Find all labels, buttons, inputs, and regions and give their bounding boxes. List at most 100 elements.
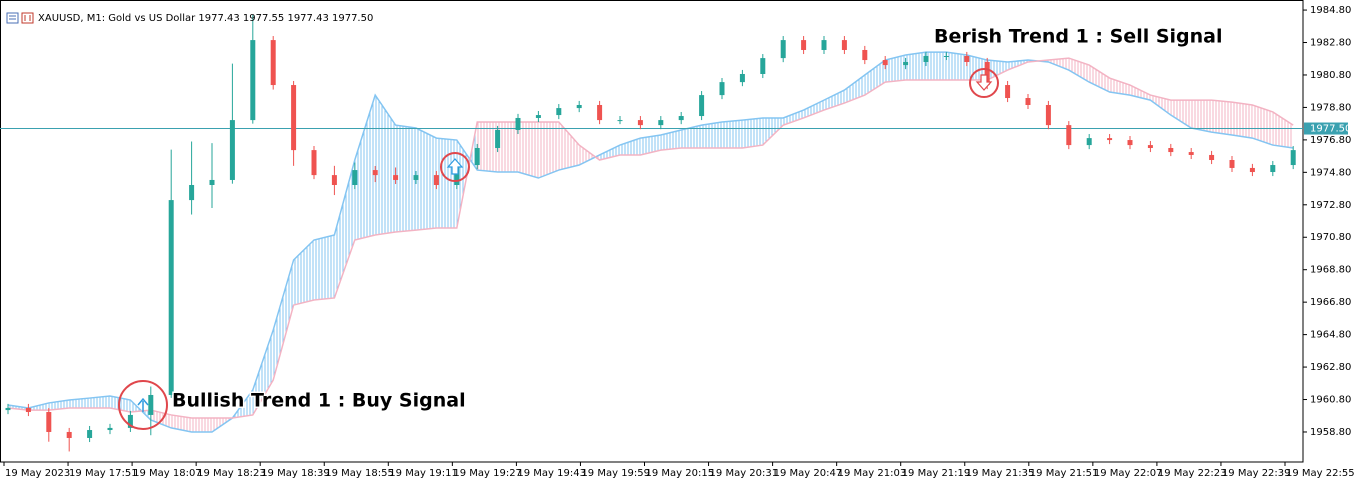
chart-icon[interactable] — [21, 12, 34, 24]
candle-body — [1188, 152, 1194, 155]
candle-body — [331, 175, 337, 185]
candle-body — [780, 40, 786, 59]
x-tick-label: 19 May 22:23 — [1158, 468, 1227, 479]
candle-body — [413, 175, 419, 180]
cloud-fill — [538, 122, 559, 179]
candle-body — [556, 108, 562, 116]
x-tick-label: 19 May 22:07 — [1094, 468, 1163, 479]
price-label-box — [1304, 122, 1348, 135]
candle-body — [66, 431, 72, 438]
candle-body — [658, 120, 664, 126]
candle-body — [107, 427, 113, 431]
cloud-fill — [1252, 104, 1273, 146]
cloud-fill — [518, 122, 539, 179]
menu-icon[interactable] — [6, 12, 19, 24]
candle-body — [760, 58, 766, 74]
candle-body — [943, 55, 949, 57]
cloud-fill — [334, 160, 355, 298]
candle-body — [1045, 104, 1051, 126]
candle-body — [189, 184, 195, 201]
candle-body — [87, 430, 93, 438]
candle-body — [393, 175, 399, 180]
candle-body — [515, 117, 521, 130]
y-tick-label: 1966.80 — [1310, 297, 1351, 308]
cloud-fill — [436, 138, 457, 228]
y-tick-label: 1958.80 — [1310, 427, 1351, 438]
span-a-line — [7, 51, 1294, 433]
buy-arrow — [446, 158, 464, 175]
cloud-fill — [497, 122, 518, 173]
cloud-fill — [1089, 65, 1110, 93]
candle-body — [311, 150, 317, 176]
x-tick-label: 19 May 2023 — [5, 468, 70, 479]
candle-body — [209, 179, 215, 185]
price-label: 1977.50 — [1310, 124, 1351, 135]
candle-body — [882, 60, 888, 66]
candle-body — [576, 104, 582, 109]
candle-body — [495, 129, 501, 148]
x-tick-label: 19 May 19:59 — [581, 468, 650, 479]
x-tick-label: 19 May 21:51 — [1030, 468, 1099, 479]
x-tick-label: 19 May 20:31 — [710, 468, 779, 479]
candle-body — [1209, 154, 1215, 161]
candle-body — [168, 200, 174, 395]
candle-body — [678, 116, 684, 121]
cloud-fill — [314, 234, 335, 301]
candle-body — [352, 170, 358, 185]
cloud-fill — [579, 145, 600, 166]
candle-body — [1127, 140, 1133, 146]
cloud-fill — [701, 122, 722, 148]
y-tick-label: 1978.80 — [1310, 102, 1351, 113]
cloud-fill — [1130, 85, 1151, 101]
candle-body — [1107, 138, 1113, 141]
candle-body — [454, 165, 460, 185]
cloud-fill — [681, 125, 702, 148]
candle-body — [1066, 125, 1072, 146]
candle-body — [1290, 150, 1296, 166]
x-tick-label: 19 May 19:11 — [389, 468, 458, 479]
cloud-fill — [191, 418, 212, 432]
annotation: Bullish Trend 1 : Buy Signal — [172, 390, 466, 412]
cloud-fill — [1191, 100, 1212, 133]
cloud-fill — [395, 125, 416, 233]
cloud-fill — [599, 145, 620, 161]
candle-body — [841, 40, 847, 50]
candle-body — [229, 120, 235, 180]
cloud-fill — [171, 414, 192, 432]
buy-signal-circle — [118, 380, 168, 430]
candle-body — [862, 49, 868, 61]
cloud-fill — [620, 138, 641, 155]
candle-body — [903, 61, 909, 66]
cloud-fill — [1232, 102, 1253, 139]
cloud-fill — [477, 122, 498, 173]
y-tick-label: 1982.80 — [1310, 38, 1351, 49]
cloud-fill — [722, 120, 743, 148]
candle-body — [821, 40, 827, 50]
y-tick-label: 1970.80 — [1310, 232, 1351, 243]
candle-body — [739, 73, 745, 83]
cloud-fill — [1211, 100, 1232, 136]
y-tick-label: 1964.80 — [1310, 330, 1351, 341]
x-tick-label: 19 May 19:27 — [453, 468, 522, 479]
candle-body — [474, 147, 480, 166]
y-tick-label: 1984.80 — [1310, 5, 1351, 16]
cloud-fill — [966, 55, 988, 81]
candle-body — [637, 120, 643, 126]
cloud-fill — [69, 398, 90, 408]
candle-body — [597, 104, 603, 121]
cloud-fill — [640, 135, 661, 155]
y-tick-label: 1968.80 — [1310, 265, 1351, 276]
x-tick-label: 19 May 18:07 — [133, 468, 202, 479]
y-tick-label: 1960.80 — [1310, 395, 1351, 406]
y-tick-label: 1962.80 — [1310, 362, 1351, 373]
cloud-fill — [742, 117, 763, 148]
candle-body — [127, 414, 133, 428]
buy-signal-circle — [440, 152, 470, 182]
x-tick-label: 19 May 21:03 — [838, 468, 907, 479]
cloud-fill — [946, 52, 967, 81]
candle-body — [46, 412, 52, 432]
cloud-fill — [1170, 100, 1192, 129]
cloud-fill — [660, 129, 682, 151]
candle-body — [1086, 138, 1092, 146]
